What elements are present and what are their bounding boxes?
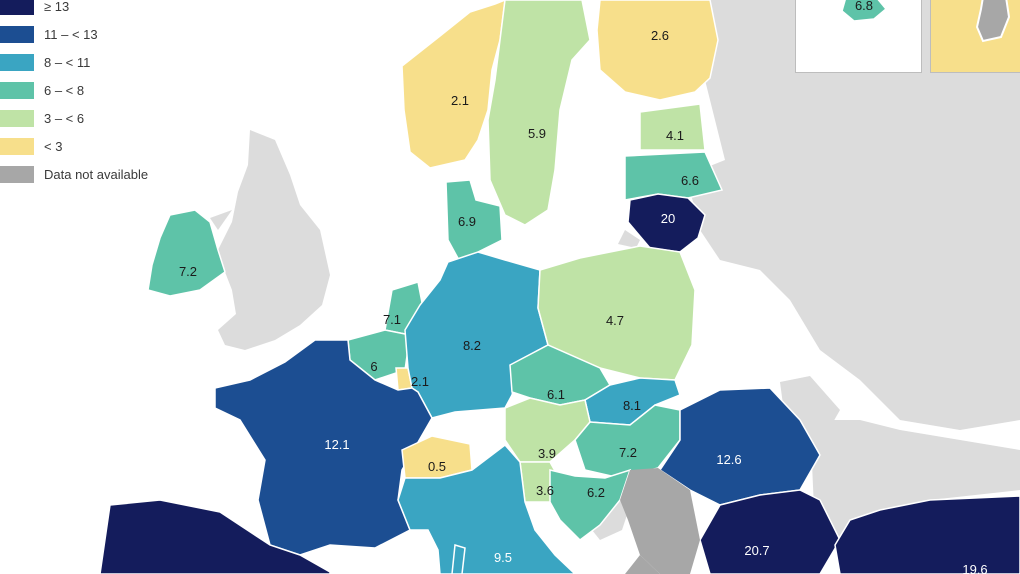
label-estonia: 4.1 bbox=[666, 128, 684, 143]
legend-item: 3 – < 6 bbox=[0, 104, 148, 132]
legend-label: Data not available bbox=[44, 166, 149, 182]
legend-swatch bbox=[0, 0, 34, 15]
legend-swatch bbox=[0, 81, 34, 99]
inset-malta-svg: 6.8 bbox=[796, 0, 921, 72]
label-lithuania: 20 bbox=[661, 211, 675, 226]
region-ireland bbox=[147, 209, 226, 297]
label-slovakia: 8.1 bbox=[623, 398, 641, 413]
label-hungary: 7.2 bbox=[619, 445, 637, 460]
label-netherlands: 7.1 bbox=[383, 312, 401, 327]
value-labels: 2.1 5.9 2.6 4.1 6.6 20 6.9 7.2 7.1 6 2.1… bbox=[179, 28, 988, 574]
label-italy: 9.5 bbox=[494, 550, 512, 565]
legend-label: 11 – < 13 bbox=[44, 26, 98, 42]
legend-swatch bbox=[0, 137, 34, 155]
inset-map-liechtenstein bbox=[930, 0, 1020, 73]
legend-item: < 3 bbox=[0, 132, 148, 160]
legend-item: 6 – < 8 bbox=[0, 76, 148, 104]
inset-liechtenstein-shape bbox=[975, 0, 1011, 43]
region-latvia bbox=[624, 151, 724, 201]
region-italy bbox=[397, 443, 577, 574]
region-lithuania bbox=[627, 193, 706, 253]
label-sweden: 5.9 bbox=[528, 126, 546, 141]
label-france: 12.1 bbox=[324, 437, 349, 452]
label-czechia: 6.1 bbox=[547, 387, 565, 402]
legend-swatch bbox=[0, 53, 34, 71]
region-france bbox=[214, 339, 433, 556]
region-finland bbox=[596, 0, 719, 101]
region-croatia bbox=[549, 468, 632, 541]
label-poland: 4.7 bbox=[606, 313, 624, 328]
legend-swatch bbox=[0, 109, 34, 127]
label-latvia: 6.6 bbox=[681, 173, 699, 188]
label-norway: 2.1 bbox=[451, 93, 469, 108]
label-ireland: 7.2 bbox=[179, 264, 197, 279]
region-estonia bbox=[639, 103, 706, 151]
non-eu-land bbox=[210, 0, 1020, 540]
legend-swatch bbox=[0, 165, 34, 183]
inset-malta-shape bbox=[841, 0, 888, 22]
legend-item: 8 – < 11 bbox=[0, 48, 148, 76]
country-shapes bbox=[99, 0, 1020, 574]
legend-item: 11 – < 13 bbox=[0, 20, 148, 48]
label-switzerland: 0.5 bbox=[428, 459, 446, 474]
label-austria: 3.9 bbox=[538, 446, 556, 461]
label-malta: 6.8 bbox=[855, 0, 873, 13]
legend-swatch bbox=[0, 25, 34, 43]
legend-item: Data not available bbox=[0, 160, 148, 188]
legend-label: 3 – < 6 bbox=[44, 110, 85, 126]
legend-label: 8 – < 11 bbox=[44, 54, 91, 70]
region-corsica bbox=[451, 544, 466, 574]
label-luxembourg: 2.1 bbox=[411, 374, 429, 389]
label-romania: 12.6 bbox=[716, 452, 741, 467]
region-sweden bbox=[487, 0, 591, 226]
legend-item: ≥ 13 bbox=[0, 0, 148, 20]
legend: ≥ 13 11 – < 13 8 – < 11 6 – < 8 3 – < 6 … bbox=[0, 0, 148, 188]
label-denmark: 6.9 bbox=[458, 214, 476, 229]
inset-liechtenstein-svg bbox=[931, 0, 1020, 72]
inset-map-malta: 6.8 bbox=[795, 0, 922, 73]
label-croatia: 6.2 bbox=[587, 485, 605, 500]
label-germany: 8.2 bbox=[463, 338, 481, 353]
label-bulgaria: 20.7 bbox=[744, 543, 769, 558]
data-not-available-shapes bbox=[620, 468, 700, 574]
region-spain bbox=[99, 499, 331, 574]
region-turkey bbox=[834, 495, 1020, 574]
legend-label: < 3 bbox=[44, 138, 63, 154]
label-slovenia: 3.6 bbox=[536, 483, 554, 498]
label-turkey: 19.6 bbox=[962, 562, 987, 574]
legend-label: 6 – < 8 bbox=[44, 82, 85, 98]
region-norway bbox=[401, 0, 506, 169]
legend-label: ≥ 13 bbox=[44, 0, 70, 14]
label-finland: 2.6 bbox=[651, 28, 669, 43]
label-belgium: 6 bbox=[370, 359, 377, 374]
region-denmark bbox=[445, 179, 503, 264]
